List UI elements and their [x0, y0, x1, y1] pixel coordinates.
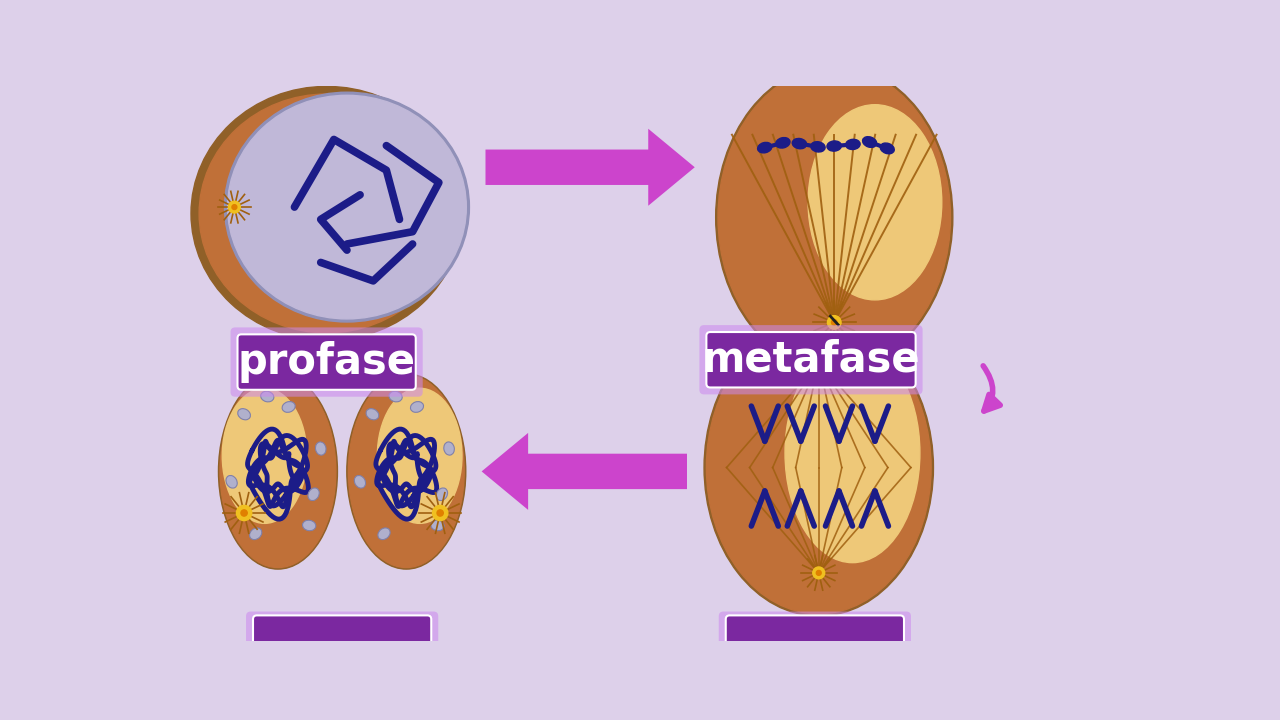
Ellipse shape [704, 319, 933, 616]
Ellipse shape [308, 488, 319, 500]
Ellipse shape [378, 528, 390, 539]
FancyBboxPatch shape [253, 616, 431, 662]
FancyBboxPatch shape [246, 611, 438, 660]
Ellipse shape [191, 86, 462, 341]
FancyBboxPatch shape [238, 334, 416, 390]
Polygon shape [485, 129, 695, 206]
Ellipse shape [436, 488, 448, 500]
Ellipse shape [347, 374, 466, 569]
Ellipse shape [200, 94, 454, 333]
FancyBboxPatch shape [719, 611, 911, 660]
Ellipse shape [238, 409, 251, 420]
Ellipse shape [219, 374, 338, 569]
Ellipse shape [792, 138, 806, 149]
Ellipse shape [707, 321, 931, 614]
Ellipse shape [241, 510, 247, 516]
Ellipse shape [846, 139, 860, 150]
Ellipse shape [716, 65, 952, 370]
Ellipse shape [293, 188, 442, 315]
Ellipse shape [817, 570, 822, 575]
Ellipse shape [315, 442, 326, 455]
Ellipse shape [813, 567, 824, 579]
Ellipse shape [224, 92, 470, 322]
Ellipse shape [758, 143, 772, 153]
FancyBboxPatch shape [726, 616, 904, 662]
FancyBboxPatch shape [699, 325, 923, 395]
Ellipse shape [776, 138, 790, 148]
Ellipse shape [431, 521, 444, 531]
Ellipse shape [232, 204, 237, 210]
Ellipse shape [863, 137, 877, 148]
Ellipse shape [228, 201, 241, 213]
Ellipse shape [827, 141, 841, 151]
Ellipse shape [223, 388, 307, 523]
Ellipse shape [436, 510, 443, 516]
Polygon shape [481, 433, 687, 510]
Ellipse shape [813, 356, 824, 368]
Ellipse shape [785, 343, 920, 562]
Ellipse shape [411, 402, 424, 413]
Ellipse shape [261, 391, 274, 402]
FancyBboxPatch shape [230, 328, 422, 397]
Text: profase: profase [238, 341, 416, 383]
Ellipse shape [355, 475, 366, 488]
Ellipse shape [808, 104, 942, 300]
Ellipse shape [810, 142, 826, 152]
Ellipse shape [817, 360, 822, 364]
Ellipse shape [389, 391, 402, 402]
Ellipse shape [282, 402, 296, 413]
Ellipse shape [237, 505, 252, 521]
Ellipse shape [348, 375, 465, 567]
Text: metafase: metafase [701, 338, 920, 381]
Ellipse shape [433, 505, 448, 521]
Ellipse shape [220, 375, 335, 567]
Ellipse shape [827, 315, 841, 329]
Ellipse shape [250, 528, 262, 539]
Ellipse shape [227, 475, 237, 488]
Ellipse shape [444, 442, 454, 455]
Ellipse shape [228, 95, 466, 319]
Ellipse shape [302, 521, 316, 531]
Ellipse shape [366, 409, 379, 420]
Ellipse shape [378, 388, 462, 523]
FancyBboxPatch shape [707, 332, 915, 387]
Ellipse shape [718, 67, 951, 367]
Ellipse shape [881, 143, 895, 154]
Ellipse shape [832, 320, 837, 325]
